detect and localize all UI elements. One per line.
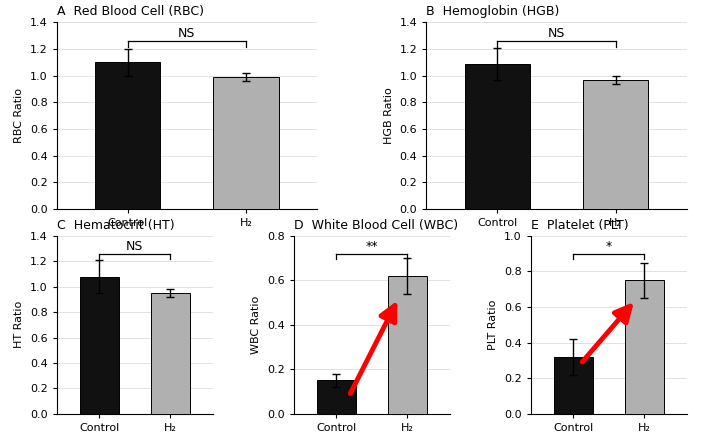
Text: A  Red Blood Cell (RBC): A Red Blood Cell (RBC) <box>57 5 204 18</box>
Bar <box>95 62 160 209</box>
Text: C  Hematocrit (HT): C Hematocrit (HT) <box>57 219 174 232</box>
Bar <box>554 357 593 414</box>
Bar <box>388 276 427 414</box>
Bar <box>465 64 530 209</box>
Text: **: ** <box>365 240 378 253</box>
Text: B  Hemoglobin (HGB): B Hemoglobin (HGB) <box>426 5 560 18</box>
Bar <box>583 80 649 209</box>
Text: D  White Blood Cell (WBC): D White Blood Cell (WBC) <box>294 219 458 232</box>
Text: NS: NS <box>178 27 195 40</box>
Y-axis label: HGB Ratio: HGB Ratio <box>384 87 394 144</box>
Bar <box>80 276 119 414</box>
Text: E  Platelet (PLT): E Platelet (PLT) <box>531 219 629 232</box>
Bar <box>213 77 278 209</box>
Y-axis label: HT Ratio: HT Ratio <box>14 301 24 348</box>
Y-axis label: WBC Ratio: WBC Ratio <box>251 296 261 354</box>
Bar <box>151 293 190 414</box>
Y-axis label: RBC Ratio: RBC Ratio <box>14 88 24 143</box>
Y-axis label: PLT Ratio: PLT Ratio <box>489 299 498 350</box>
Text: NS: NS <box>126 240 143 253</box>
Bar <box>316 380 355 414</box>
Bar <box>624 280 663 414</box>
Text: *: * <box>605 240 612 253</box>
Text: NS: NS <box>548 27 565 40</box>
